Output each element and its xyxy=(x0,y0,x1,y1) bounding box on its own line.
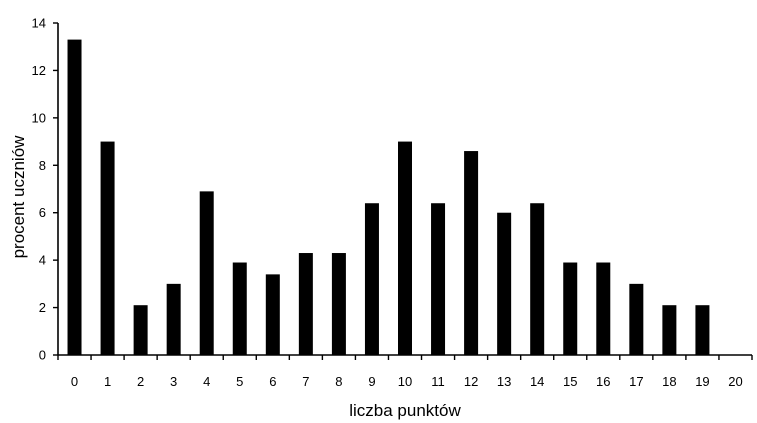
x-tick-label: 0 xyxy=(71,374,78,389)
bar-1 xyxy=(100,141,115,355)
x-tick-label: 17 xyxy=(629,374,643,389)
bar-6 xyxy=(265,274,280,355)
y-axis-title: procent uczniów xyxy=(9,135,28,259)
bar-12 xyxy=(464,151,479,355)
x-tick-label: 8 xyxy=(335,374,342,389)
x-tick-label: 1 xyxy=(104,374,111,389)
bar-17 xyxy=(629,283,644,355)
bar-2 xyxy=(133,305,148,355)
y-tick-label: 6 xyxy=(39,205,46,220)
x-tick-label: 20 xyxy=(728,374,742,389)
x-tick-label: 9 xyxy=(368,374,375,389)
bar-4 xyxy=(199,191,214,355)
bar-9 xyxy=(364,203,379,355)
bar-11 xyxy=(431,203,446,355)
y-tick-label: 4 xyxy=(39,253,46,268)
x-tick-label: 11 xyxy=(431,374,445,389)
x-tick-label: 18 xyxy=(662,374,676,389)
x-tick-label: 6 xyxy=(269,374,276,389)
y-tick-label: 8 xyxy=(39,158,46,173)
bar-3 xyxy=(166,283,181,355)
bar-15 xyxy=(563,262,578,355)
y-tick-label: 14 xyxy=(32,16,46,31)
x-tick-label: 10 xyxy=(398,374,412,389)
x-axis-title: liczba punktów xyxy=(349,401,461,420)
bar-10 xyxy=(398,141,412,355)
bar-13 xyxy=(497,212,512,355)
x-tick-label: 15 xyxy=(563,374,577,389)
x-tick-label: 3 xyxy=(170,374,177,389)
bar-0 xyxy=(67,39,82,355)
x-tick-label: 13 xyxy=(497,374,511,389)
bar-8 xyxy=(331,253,346,355)
x-tick-label: 16 xyxy=(596,374,610,389)
bar-19 xyxy=(695,305,710,355)
bar-5 xyxy=(232,262,247,355)
y-tick-label: 12 xyxy=(32,63,46,78)
x-tick-label: 2 xyxy=(137,374,144,389)
x-tick-label: 5 xyxy=(236,374,243,389)
y-tick-label: 2 xyxy=(39,300,46,315)
bar-16 xyxy=(596,262,611,355)
x-tick-label: 7 xyxy=(302,374,309,389)
bar-7 xyxy=(298,253,313,355)
bar-14 xyxy=(530,203,545,355)
y-tick-label: 0 xyxy=(39,348,46,363)
bars xyxy=(67,39,710,355)
x-tick-label: 14 xyxy=(530,374,544,389)
x-axis-ticks: 0 1 2 3 4 5 6 7 8 9 10 11 12 13 14 15 16 17 18 19 20 xyxy=(57,355,753,389)
x-tick-label: 19 xyxy=(695,374,709,389)
bar-18 xyxy=(662,305,677,355)
x-tick-label: 12 xyxy=(464,374,478,389)
y-tick-label: 10 xyxy=(32,110,46,125)
y-axis-ticks: 0 2 4 6 8 10 12 14 xyxy=(32,16,58,363)
x-tick-label: 4 xyxy=(203,374,210,389)
